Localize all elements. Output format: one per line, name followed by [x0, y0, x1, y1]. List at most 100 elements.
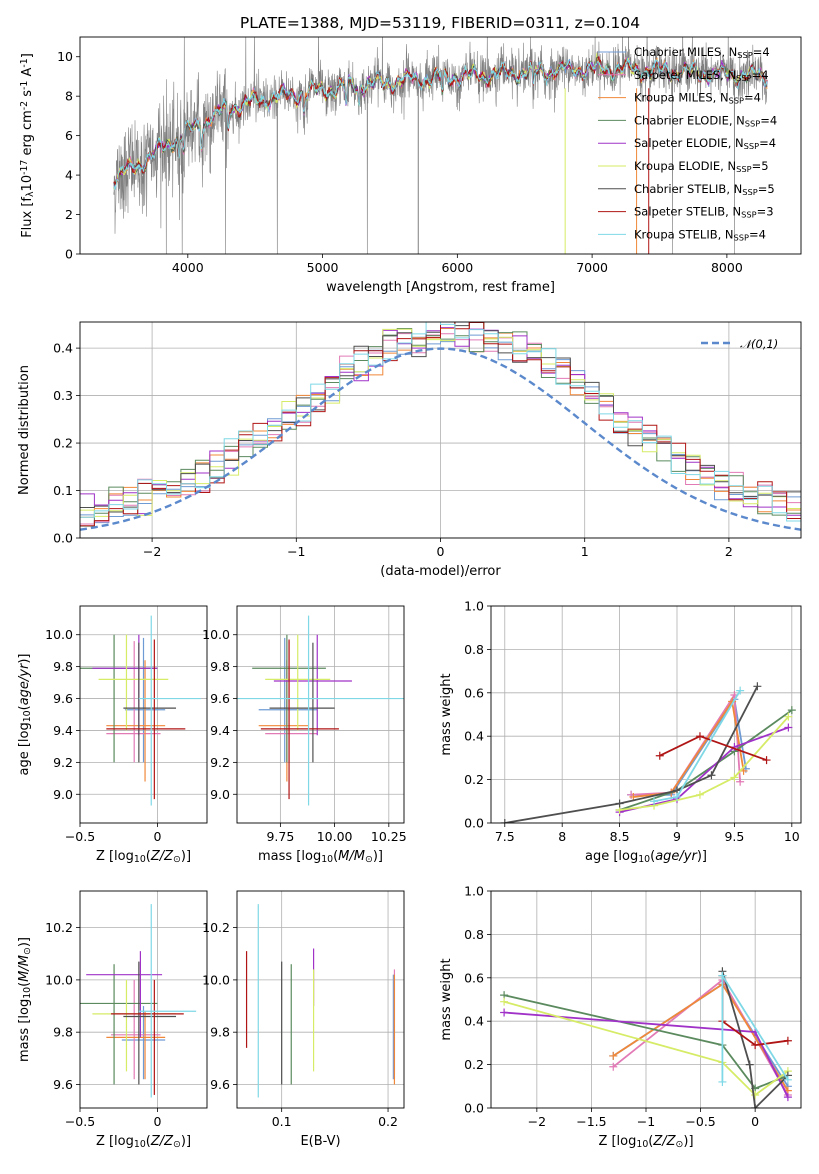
- residuals-xlabel: (data-model)/error: [380, 564, 501, 579]
- residuals-ytick-label: 0.2: [53, 436, 73, 451]
- weight_vs_age-marker-salpeter_stelib: [655, 751, 664, 760]
- weight_vs_age-frame: [490, 605, 802, 824]
- weight_vs_age-ytick-label: 1.0: [464, 599, 484, 614]
- spectrum-xtick-label: 8000: [711, 260, 743, 275]
- residuals-frame: [79, 321, 802, 539]
- weight_vs_age-ytick-label: 0.4: [464, 729, 484, 744]
- weight_vs_age-marker-kroupa_elodie: [730, 773, 739, 782]
- age_vs_Z-ytick-label: 10.0: [45, 627, 73, 642]
- age_vs_Z-xtick-label: −0.5: [65, 829, 95, 844]
- mass_vs_ebv-ytick-label: 9.8: [210, 1025, 230, 1040]
- spectrum-ytick-label: 6: [65, 128, 73, 143]
- mass_vs_Z-ylabel: mass [log10(M/M⊙)]: [17, 937, 33, 1062]
- residuals-xtick-label: 2: [725, 544, 733, 559]
- weight_vs_age-xtick-label: 7.5: [495, 829, 515, 844]
- age_vs_Z-xtick-label: 0: [153, 829, 161, 844]
- residuals-axes: −2 −1 0 1 2 0.0 0.1 0.2 0.3 0.4: [53, 321, 802, 559]
- weight_vs_age-line-kroupa_miles: [633, 699, 745, 798]
- mass_vs_Z-xtick-label: −0.5: [65, 1114, 95, 1129]
- weight_vs_Z-xtick-label: −0.5: [685, 1114, 715, 1129]
- spectrum-ytick-label: 0: [65, 247, 73, 262]
- weight_vs_age-xtick-label: 8.5: [610, 829, 630, 844]
- mass_vs_ebv-ytick-label: 9.6: [210, 1077, 230, 1092]
- figure-title: PLATE=1388, MJD=53119, FIBERID=0311, z=0…: [240, 14, 640, 32]
- mass_vs_ebv-ytick-label: 10.2: [202, 920, 230, 935]
- spectrum-frame: [79, 36, 802, 255]
- age_vs_mass-xtick-label: 10.00: [317, 829, 353, 844]
- weight_vs_age-xtick-label: 9.5: [724, 829, 744, 844]
- residuals-ylabel: Normed distribution: [17, 365, 32, 495]
- legend-label-chabrier_elodie: Chabrier ELODIE, NSSP=4: [634, 113, 777, 128]
- mass_vs_ebv-xtick-label: 0.2: [378, 1114, 398, 1129]
- age_vs_mass-xlabel: mass [log10(M/M⊙)]: [258, 849, 383, 865]
- residuals-xtick-label: −2: [143, 544, 161, 559]
- weight_vs_Z-ytick-label: 0.6: [464, 970, 484, 985]
- legend-label-salpeter_miles: Salpeter MILES, NSSP=4: [634, 68, 769, 83]
- age_vs_Z-xlabel: Z [log10(Z/Z⊙)]: [96, 849, 191, 865]
- weight_vs_Z-marker-kroupa_stelib: [718, 971, 727, 980]
- age_vs_mass-xtick-label: 10.25: [371, 829, 407, 844]
- mass_vs_ebv-frame: [236, 890, 405, 1109]
- weight_vs_age-ytick-label: 0.6: [464, 685, 484, 700]
- weight_vs_Z-ytick-label: 0.4: [464, 1014, 484, 1029]
- residuals-ytick-label: 0.1: [53, 483, 73, 498]
- weight_vs_age-marker-chabrier_stelib: [707, 771, 716, 780]
- age_vs_mass-ytick-label: 10.0: [202, 627, 230, 642]
- mass_vs_Z-plot-area: [80, 891, 207, 1108]
- weight_vs_Z-marker-chabrier_stelib: [745, 1060, 754, 1069]
- weight_vs_Z-ytick-label: 0.2: [464, 1057, 484, 1072]
- age_vs_Z-ytick-label: 9.4: [53, 723, 73, 738]
- weight_vs_Z-marker-kroupa_stelib: [783, 1075, 792, 1084]
- weight_vs_Z-marker-salpeter_stelib: [751, 1041, 760, 1050]
- weight_vs_age-marker-chabrier_stelib: [500, 819, 509, 823]
- spectrum-xtick-label: 7000: [576, 260, 608, 275]
- legend-label-kroupa_miles: Kroupa MILES, NSSP=4: [634, 91, 761, 106]
- spectrum-plot-area: [113, 37, 768, 254]
- mass_vs_ebv-ytick-label: 10.0: [202, 972, 230, 987]
- weight_vs_age-ylabel: mass weight: [439, 673, 454, 755]
- weight_vs_age-xtick-label: 8: [558, 829, 566, 844]
- weight_vs_age-marker-kroupa_elodie: [695, 790, 704, 799]
- weight_vs_age-marker-kroupa_stelib: [650, 797, 659, 806]
- weight_vs_Z-marker-salpeter_miles: [609, 1062, 618, 1071]
- mass_vs_ebv-xlabel: E(B-V): [300, 1134, 340, 1149]
- residuals-ytick-label: 0.4: [53, 341, 73, 356]
- spectrum-xtick-label: 6000: [441, 260, 473, 275]
- weight_vs_age-marker-salpeter_stelib: [695, 732, 704, 741]
- weight_vs_Z-plot-area: [491, 891, 801, 1108]
- residuals-xtick-label: −1: [287, 544, 305, 559]
- age_vs_mass-ytick-label: 9.8: [210, 659, 230, 674]
- spectrum-ytick-label: 10: [57, 49, 73, 64]
- weight_vs_age-line-chabrier_stelib: [504, 685, 759, 823]
- age_vs_Z-ytick-label: 9.0: [53, 787, 73, 802]
- weight_vs_Z-xtick-label: −2: [528, 1114, 546, 1129]
- residuals-xtick-label: 1: [581, 544, 589, 559]
- weight_vs_Z-xtick-label: −1.5: [576, 1114, 606, 1129]
- weight_vs_Z-marker-chabrier_stelib: [751, 1104, 760, 1108]
- weight_vs_Z-marker-salpeter_elodie: [500, 1008, 509, 1017]
- weight_vs_Z-ytick-label: 1.0: [464, 884, 484, 899]
- weight_vs_age-marker-kroupa_elodie: [784, 712, 793, 721]
- hist-salpeter_stelib: [80, 322, 801, 527]
- age_vs_Z-frame: [79, 605, 208, 824]
- age_vs_mass-frame: [236, 605, 405, 824]
- legend-label-salpeter_elodie: Salpeter ELODIE, NSSP=4: [634, 136, 776, 151]
- hist-kroupa_elodie: [80, 322, 801, 517]
- weight_vs_age-line-chabrier_elodie: [619, 709, 793, 811]
- normal-reference-curve: [80, 347, 801, 531]
- weight_vs_Z-ylabel: mass weight: [439, 958, 454, 1040]
- mass_vs_Z-ytick-label: 9.8: [53, 1025, 73, 1040]
- weight_vs_age-marker-salpeter_stelib: [762, 756, 771, 765]
- age_vs_mass-ytick-label: 9.2: [210, 755, 230, 770]
- spectrum-xtick-label: 4000: [172, 260, 204, 275]
- weight_vs_age-xlabel: age [log10(age/yr)]: [585, 849, 707, 865]
- mass_vs_Z-xtick-label: 0: [153, 1114, 161, 1129]
- age_vs_Z-plot-area: [80, 606, 207, 823]
- legend-label-chabrier_miles: Chabrier MILES, NSSP=4: [634, 45, 770, 60]
- weight_vs_age-xtick-label: 9: [673, 829, 681, 844]
- mass_vs_Z-ytick-label: 9.6: [53, 1077, 73, 1092]
- weight_vs_age-marker-kroupa_stelib: [736, 686, 745, 695]
- age_vs_Z-axes: −0.5 0 9.0 9.2 9.4 9.6 9.8 10.0: [45, 605, 208, 844]
